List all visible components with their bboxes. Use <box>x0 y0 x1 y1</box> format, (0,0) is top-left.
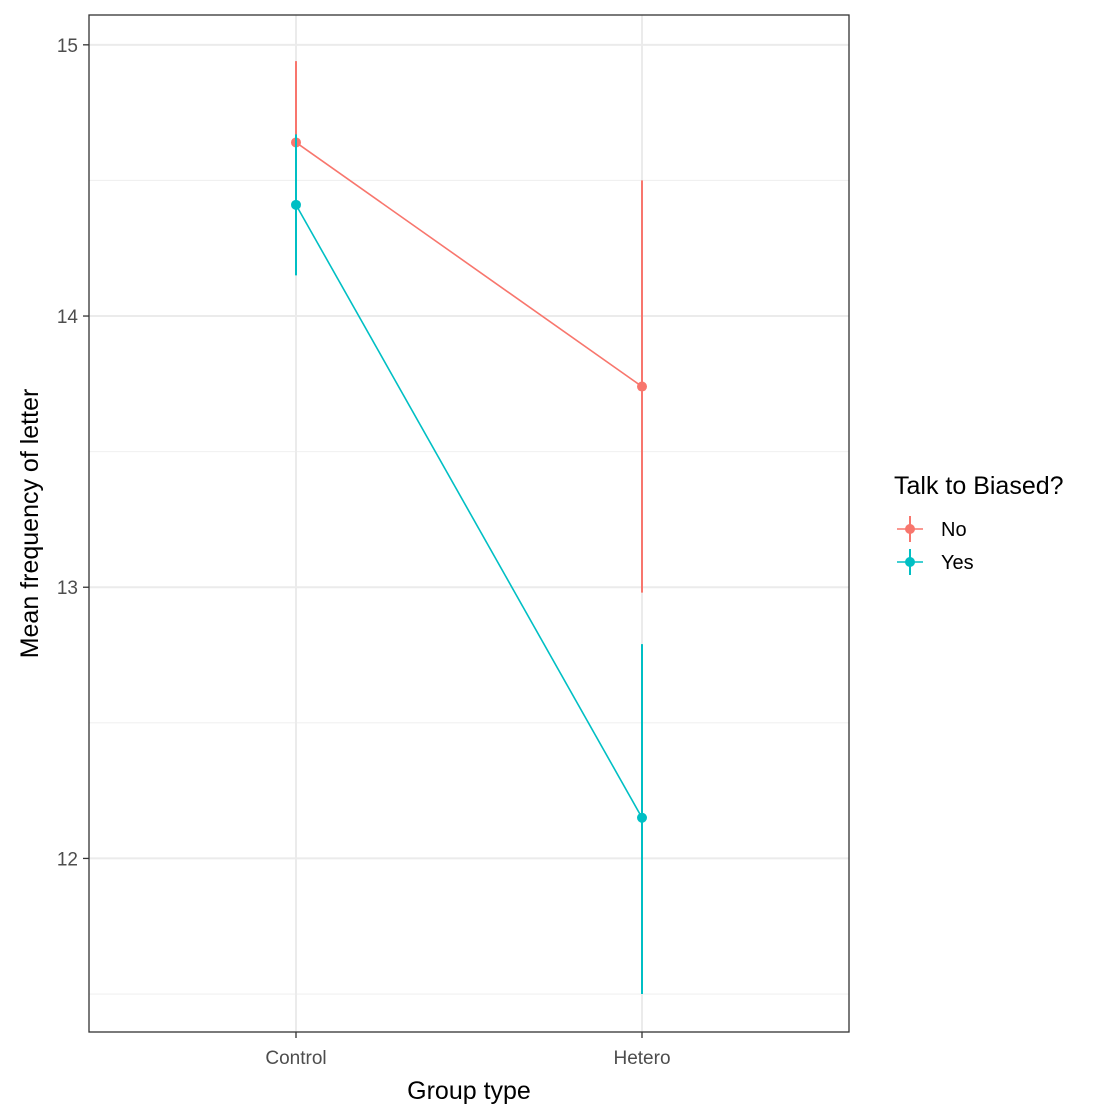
y-tick-label: 12 <box>57 849 78 870</box>
legend-item-no: No <box>897 516 967 542</box>
series-yes <box>291 134 647 994</box>
y-axis-title: Mean frequency of letter <box>16 389 44 659</box>
legend-key-point <box>905 524 915 534</box>
data-point <box>637 382 647 392</box>
legend-label: No <box>941 519 967 541</box>
legend-items: No Yes <box>897 516 974 575</box>
legend-label: Yes <box>941 552 974 574</box>
y-axis: 12 13 14 15 <box>57 36 89 871</box>
x-axis-title: Group type <box>407 1077 531 1105</box>
y-tick-label: 14 <box>57 307 79 328</box>
data-point <box>637 813 647 823</box>
x-axis: Control Hetero <box>265 1032 670 1069</box>
legend: Talk to Biased? No Yes <box>894 472 1064 575</box>
series-line <box>296 205 642 818</box>
x-tick-label: Hetero <box>613 1048 670 1069</box>
legend-item-yes: Yes <box>897 549 974 575</box>
legend-key-point <box>905 557 915 567</box>
major-gridlines <box>89 15 849 1032</box>
series-line <box>296 142 642 386</box>
y-tick-label: 13 <box>57 578 78 599</box>
series-layer <box>291 61 647 994</box>
legend-title: Talk to Biased? <box>894 472 1064 500</box>
data-point <box>291 200 301 210</box>
panel-border <box>89 15 849 1032</box>
y-tick-label: 15 <box>57 36 78 57</box>
x-tick-label: Control <box>265 1048 326 1069</box>
